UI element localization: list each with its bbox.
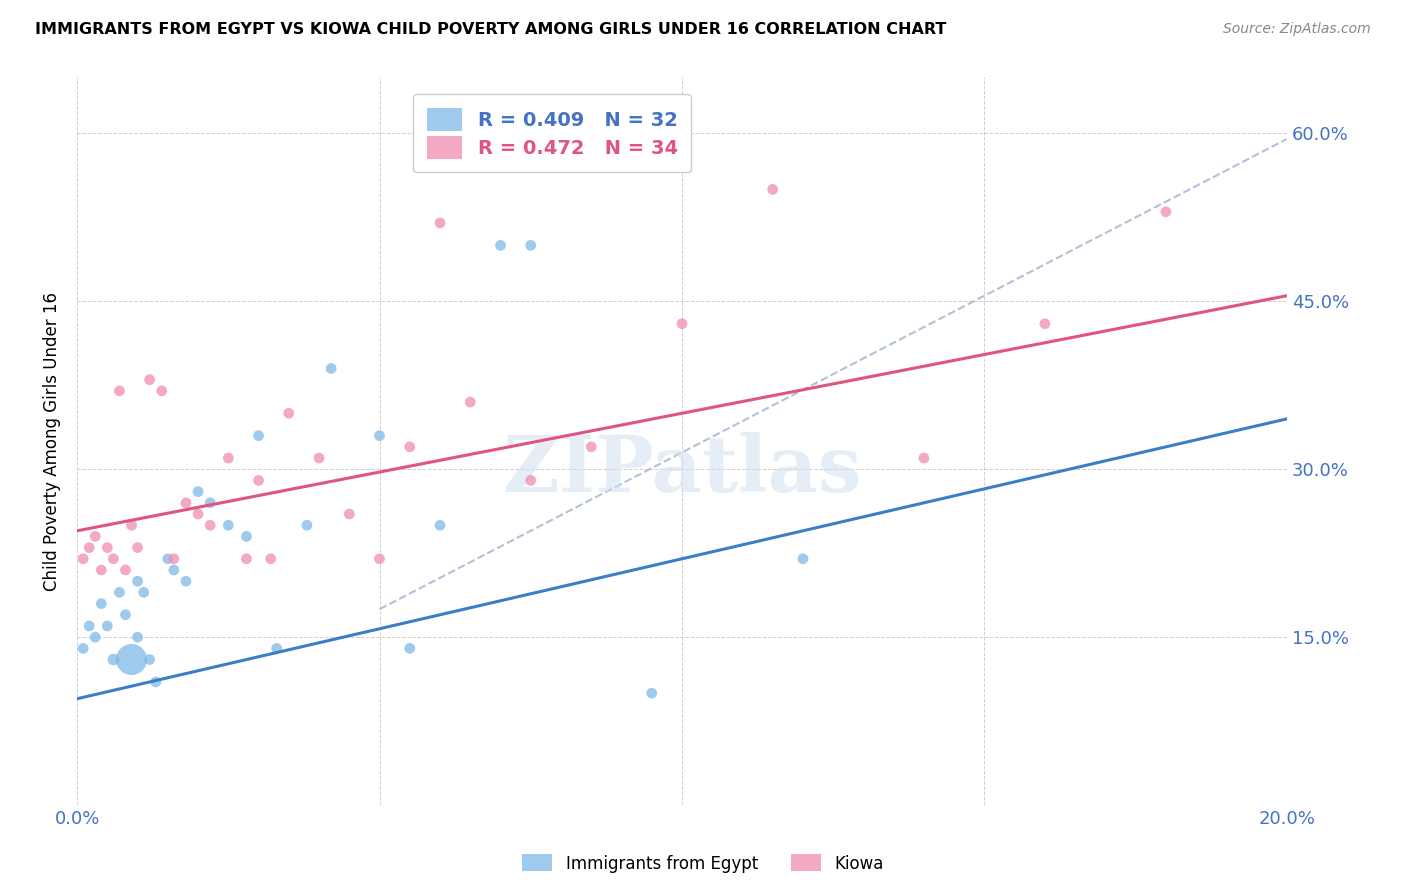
Point [132, 585, 155, 599]
Point [187, 507, 209, 521]
Point [519, 238, 541, 252]
Point [121, 652, 143, 666]
Point [72, 641, 94, 656]
Point [163, 551, 186, 566]
Point [150, 384, 173, 398]
Point [163, 563, 186, 577]
Point [235, 551, 257, 566]
Point [103, 652, 125, 666]
Point [138, 373, 160, 387]
Point [912, 451, 935, 466]
Legend: Immigrants from Egypt, Kiowa: Immigrants from Egypt, Kiowa [516, 847, 890, 880]
Point [114, 607, 136, 622]
Point [308, 451, 330, 466]
Legend: R = 0.409   N = 32, R = 0.472   N = 34: R = 0.409 N = 32, R = 0.472 N = 34 [413, 95, 692, 172]
Point [84, 529, 107, 543]
Point [108, 384, 131, 398]
Point [77, 619, 100, 633]
Y-axis label: Child Poverty Among Girls Under 16: Child Poverty Among Girls Under 16 [44, 292, 60, 591]
Point [671, 317, 693, 331]
Point [198, 518, 221, 533]
Point [321, 361, 343, 376]
Point [398, 641, 420, 656]
Point [84, 630, 107, 644]
Point [217, 518, 239, 533]
Point [127, 574, 149, 589]
Point [90, 563, 112, 577]
Point [198, 496, 221, 510]
Point [145, 675, 167, 690]
Point [247, 474, 270, 488]
Point [519, 474, 541, 488]
Point [96, 619, 118, 633]
Point [337, 507, 360, 521]
Point [792, 551, 814, 566]
Point [72, 551, 94, 566]
Point [762, 182, 785, 196]
Point [458, 395, 481, 409]
Point [108, 585, 131, 599]
Point [174, 496, 197, 510]
Point [429, 518, 451, 533]
Point [641, 686, 664, 700]
Point [1154, 204, 1177, 219]
Point [187, 484, 209, 499]
Point [103, 551, 125, 566]
Point [429, 216, 451, 230]
Point [127, 630, 149, 644]
Point [489, 238, 512, 252]
Point [114, 563, 136, 577]
Point [174, 574, 197, 589]
Point [247, 428, 270, 442]
Point [295, 518, 318, 533]
Point [266, 641, 288, 656]
Point [398, 440, 420, 454]
Point [235, 529, 257, 543]
Point [77, 541, 100, 555]
Text: IMMIGRANTS FROM EGYPT VS KIOWA CHILD POVERTY AMONG GIRLS UNDER 16 CORRELATION CH: IMMIGRANTS FROM EGYPT VS KIOWA CHILD POV… [35, 22, 946, 37]
Point [90, 597, 112, 611]
Point [277, 406, 299, 420]
Point [259, 551, 281, 566]
Point [368, 428, 391, 442]
Point [368, 551, 391, 566]
Point [138, 652, 160, 666]
Text: ZIPatlas: ZIPatlas [502, 433, 862, 508]
Point [96, 541, 118, 555]
Point [217, 451, 239, 466]
Text: Source: ZipAtlas.com: Source: ZipAtlas.com [1223, 22, 1371, 37]
Point [1033, 317, 1056, 331]
Point [581, 440, 603, 454]
Point [127, 541, 149, 555]
Point [156, 551, 179, 566]
Point [121, 518, 143, 533]
